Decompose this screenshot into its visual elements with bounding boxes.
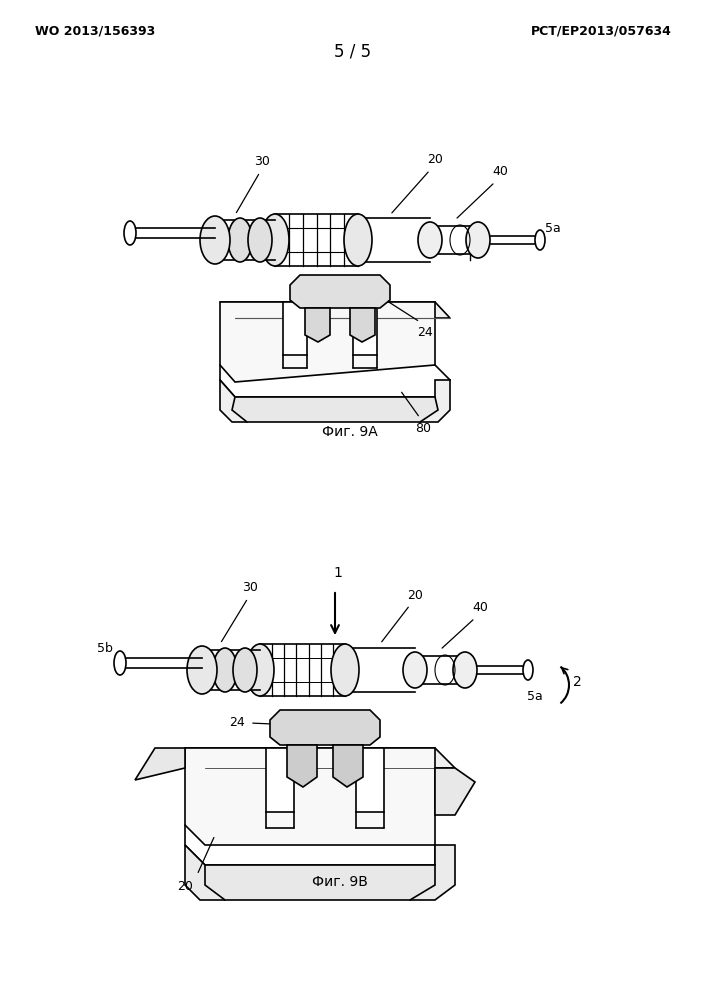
Polygon shape (220, 302, 435, 382)
Ellipse shape (246, 644, 274, 696)
Ellipse shape (403, 652, 427, 688)
Ellipse shape (344, 214, 372, 266)
Polygon shape (270, 710, 380, 745)
Polygon shape (266, 748, 294, 812)
Ellipse shape (459, 656, 475, 684)
Polygon shape (185, 748, 455, 768)
Polygon shape (220, 302, 450, 318)
Text: 24: 24 (229, 716, 245, 730)
Polygon shape (135, 748, 185, 780)
Polygon shape (220, 380, 247, 422)
Polygon shape (420, 380, 450, 422)
Ellipse shape (261, 214, 289, 266)
Text: 5a: 5a (527, 690, 543, 703)
Text: 20: 20 (177, 880, 193, 893)
Ellipse shape (535, 230, 545, 250)
Ellipse shape (124, 221, 136, 245)
Ellipse shape (523, 660, 533, 680)
Ellipse shape (248, 218, 272, 262)
Polygon shape (410, 845, 455, 900)
Text: 5 / 5: 5 / 5 (334, 42, 372, 60)
Polygon shape (185, 748, 435, 845)
Polygon shape (333, 745, 363, 787)
Polygon shape (290, 275, 390, 308)
Ellipse shape (453, 652, 477, 688)
Text: 2: 2 (573, 675, 582, 689)
Ellipse shape (114, 651, 126, 675)
Ellipse shape (233, 648, 257, 692)
Text: 5b: 5b (97, 642, 113, 654)
Text: 24: 24 (417, 326, 433, 339)
Text: 1: 1 (334, 566, 342, 580)
Polygon shape (232, 397, 438, 422)
Text: PCT/EP2013/057634: PCT/EP2013/057634 (531, 25, 672, 38)
Ellipse shape (228, 218, 252, 262)
Polygon shape (185, 845, 225, 900)
Ellipse shape (331, 644, 359, 696)
Text: 40: 40 (472, 601, 488, 614)
Text: 20: 20 (427, 153, 443, 166)
Ellipse shape (418, 222, 442, 258)
Polygon shape (356, 748, 384, 812)
Text: Фиг. 9A: Фиг. 9A (322, 425, 378, 439)
Text: Фиг. 9B: Фиг. 9B (312, 875, 368, 889)
Polygon shape (350, 308, 375, 342)
Polygon shape (205, 865, 435, 900)
Ellipse shape (466, 222, 490, 258)
Ellipse shape (213, 648, 237, 692)
Text: 20: 20 (407, 589, 423, 602)
Text: WO 2013/156393: WO 2013/156393 (35, 25, 156, 38)
Ellipse shape (472, 226, 488, 254)
Polygon shape (353, 302, 377, 355)
Polygon shape (305, 308, 330, 342)
Ellipse shape (187, 646, 217, 694)
Text: 30: 30 (242, 581, 258, 594)
Polygon shape (435, 768, 475, 815)
Text: 30: 30 (254, 155, 270, 168)
Polygon shape (287, 745, 317, 787)
Ellipse shape (200, 216, 230, 264)
Text: 5a: 5a (545, 222, 561, 234)
Text: 80: 80 (415, 422, 431, 435)
Text: 40: 40 (492, 165, 508, 178)
Polygon shape (283, 302, 307, 355)
